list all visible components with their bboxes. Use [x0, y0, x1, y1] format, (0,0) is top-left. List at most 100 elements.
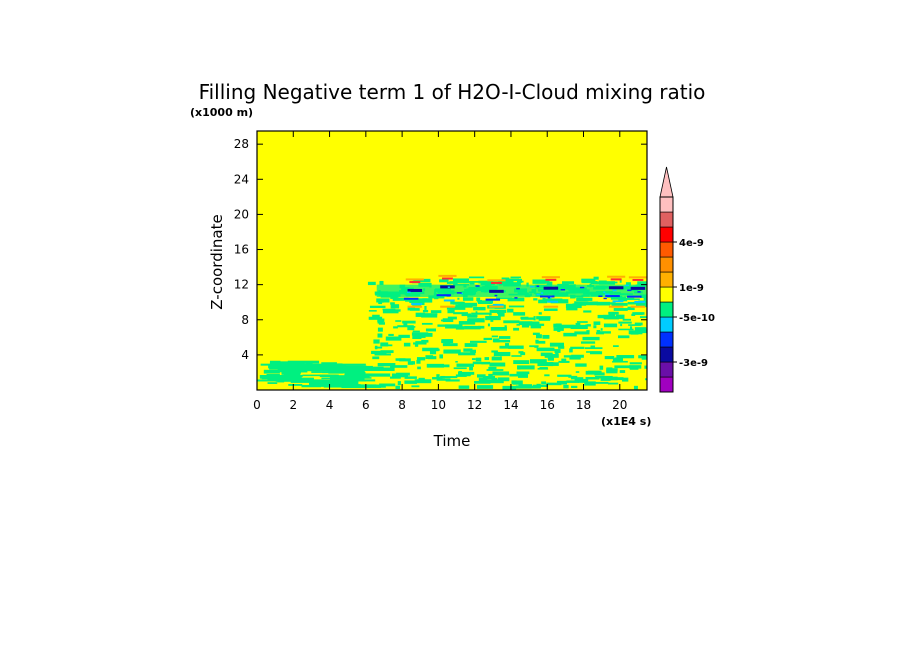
- field-patch: [583, 301, 599, 306]
- field-patch: [390, 295, 398, 299]
- field-patch: [377, 320, 383, 324]
- colorbar-segment: [659, 241, 674, 258]
- field-patch: [471, 312, 490, 315]
- field-patch: [421, 313, 438, 316]
- field-patch: [634, 327, 647, 332]
- field-patch: [596, 330, 601, 333]
- field-patch: [421, 339, 429, 343]
- field-patch: [537, 362, 554, 367]
- field-patch: [590, 381, 609, 384]
- field-patch: [411, 303, 423, 306]
- field-patch: [478, 377, 488, 382]
- field-patch: [568, 375, 578, 378]
- x-tick-label: 8: [398, 398, 406, 412]
- plot-area: [256, 130, 648, 391]
- field-patch: [637, 281, 647, 285]
- field-patch: [368, 316, 383, 320]
- field-patch: [627, 306, 635, 311]
- field-patch: [532, 332, 540, 335]
- field-patch: [424, 305, 427, 310]
- field-patch: [380, 342, 389, 347]
- field-patch: [575, 322, 581, 326]
- field-patch: [603, 291, 606, 293]
- field-patch: [257, 379, 366, 382]
- field-patch: [598, 295, 603, 298]
- x-axis-unit: (x1E4 s): [601, 415, 651, 428]
- field-patch: [259, 374, 293, 379]
- field-patch: [518, 384, 533, 387]
- field-patch: [403, 323, 408, 326]
- field-patch: [644, 328, 647, 331]
- field-patch: [446, 281, 458, 284]
- field-patch: [537, 367, 549, 370]
- field-patch: [613, 308, 628, 311]
- field-patch: [389, 309, 401, 312]
- field-patch: [442, 277, 453, 280]
- field-patch: [367, 281, 376, 286]
- field-patch: [409, 308, 420, 311]
- field-patch: [480, 282, 495, 286]
- field-patch: [488, 373, 493, 377]
- field-patch: [478, 325, 485, 329]
- field-patch: [516, 371, 530, 375]
- field-patch: [640, 330, 647, 334]
- field-patch: [497, 377, 510, 382]
- field-patch: [283, 373, 301, 377]
- field-patch: [373, 339, 380, 344]
- x-tick-label: 16: [540, 398, 555, 412]
- colorbar-extend-arrow: [659, 166, 674, 198]
- field-patch: [445, 379, 460, 382]
- field-patch: [469, 366, 473, 371]
- field-patch: [486, 299, 494, 304]
- field-patch: [340, 381, 354, 384]
- field-patch: [455, 360, 458, 363]
- field-patch: [372, 356, 380, 360]
- field-patch: [543, 286, 559, 290]
- field-patch: [496, 297, 513, 299]
- field-patch: [476, 374, 486, 378]
- field-patch: [344, 371, 366, 376]
- field-patch: [518, 351, 524, 354]
- field-patch: [509, 373, 528, 377]
- field-patch: [499, 352, 502, 357]
- field-patch: [608, 313, 616, 317]
- field-patch: [574, 331, 590, 335]
- field-patch: [416, 357, 426, 361]
- field-patch: [570, 324, 588, 330]
- field-patch: [414, 379, 432, 384]
- field-patch: [470, 349, 476, 353]
- field-patch: [530, 324, 542, 329]
- field-patch: [563, 384, 569, 389]
- field-patch: [608, 305, 624, 308]
- field-patch: [327, 381, 342, 384]
- field-patch: [563, 355, 582, 358]
- field-patch: [404, 380, 417, 384]
- field-patch: [593, 325, 597, 329]
- field-patch: [485, 298, 501, 301]
- field-patch: [536, 285, 540, 288]
- field-patch: [554, 349, 561, 354]
- field-patch: [388, 333, 394, 337]
- field-patch: [546, 281, 553, 286]
- field-patch: [529, 345, 539, 348]
- field-patch: [637, 302, 647, 306]
- field-patch: [287, 360, 320, 364]
- field-patch: [409, 281, 421, 284]
- field-patch: [585, 370, 602, 375]
- field-patch: [603, 323, 618, 328]
- field-patch: [536, 334, 542, 339]
- field-patch: [618, 298, 628, 302]
- field-patch: [631, 313, 636, 316]
- field-patch: [407, 361, 414, 365]
- field-patch: [503, 320, 520, 324]
- field-patch: [491, 377, 497, 382]
- field-patch: [471, 358, 476, 361]
- field-patch: [308, 381, 331, 386]
- field-patch: [409, 299, 425, 303]
- field-patch: [582, 336, 600, 341]
- field-patch: [489, 309, 507, 313]
- field-patch: [619, 279, 622, 283]
- field-patch: [489, 305, 504, 308]
- field-patch: [481, 361, 491, 365]
- field-patch: [398, 334, 410, 338]
